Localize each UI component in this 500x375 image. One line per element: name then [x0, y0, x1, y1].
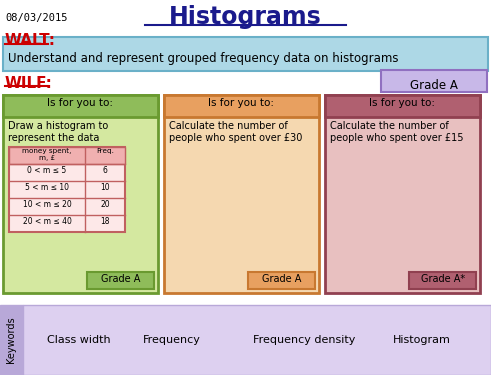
FancyBboxPatch shape: [325, 95, 480, 293]
Text: Grade A: Grade A: [262, 274, 302, 284]
Text: WALT:: WALT:: [5, 33, 56, 48]
Text: 10: 10: [100, 183, 110, 192]
FancyBboxPatch shape: [381, 70, 487, 92]
Text: Keywords: Keywords: [6, 316, 16, 363]
Text: Histogram: Histogram: [393, 335, 451, 345]
Text: Frequency: Frequency: [143, 335, 201, 345]
Text: 5 < m ≤ 10: 5 < m ≤ 10: [25, 183, 69, 192]
FancyBboxPatch shape: [0, 305, 22, 375]
FancyBboxPatch shape: [3, 95, 158, 117]
Text: Freq.: Freq.: [96, 148, 114, 154]
Text: Histograms: Histograms: [169, 5, 322, 29]
Text: Calculate the number of
people who spent over £15: Calculate the number of people who spent…: [330, 121, 464, 142]
FancyBboxPatch shape: [88, 272, 154, 289]
Text: Grade A: Grade A: [410, 79, 458, 92]
Text: Frequency density: Frequency density: [253, 335, 356, 345]
FancyBboxPatch shape: [325, 95, 480, 117]
Text: Is for you to:: Is for you to:: [208, 98, 274, 108]
FancyBboxPatch shape: [164, 95, 319, 117]
Text: Draw a histogram to
represent the data: Draw a histogram to represent the data: [8, 121, 108, 142]
Text: 0 < m ≤ 5: 0 < m ≤ 5: [28, 166, 66, 175]
Text: Is for you to:: Is for you to:: [48, 98, 114, 108]
Text: 08/03/2015: 08/03/2015: [5, 13, 68, 23]
FancyBboxPatch shape: [22, 305, 491, 375]
FancyBboxPatch shape: [9, 147, 124, 232]
FancyBboxPatch shape: [248, 272, 315, 289]
Text: 10 < m ≤ 20: 10 < m ≤ 20: [22, 200, 72, 209]
FancyBboxPatch shape: [9, 147, 124, 164]
Text: 6: 6: [102, 166, 108, 175]
Text: money spent,
m, £: money spent, m, £: [22, 148, 72, 161]
Text: WILF:: WILF:: [5, 76, 53, 91]
FancyBboxPatch shape: [410, 272, 476, 289]
Text: Is for you to:: Is for you to:: [370, 98, 436, 108]
Text: Understand and represent grouped frequency data on histograms: Understand and represent grouped frequen…: [8, 52, 398, 65]
FancyBboxPatch shape: [3, 37, 488, 71]
Text: 20: 20: [100, 200, 110, 209]
Text: 20 < m ≤ 40: 20 < m ≤ 40: [22, 217, 72, 226]
FancyBboxPatch shape: [3, 95, 158, 293]
FancyBboxPatch shape: [164, 95, 319, 293]
Text: Calculate the number of
people who spent over £30: Calculate the number of people who spent…: [169, 121, 302, 142]
Text: Grade A: Grade A: [101, 274, 140, 284]
Text: 18: 18: [100, 217, 110, 226]
Text: Grade A*: Grade A*: [420, 274, 465, 284]
Text: Class width: Class width: [46, 335, 110, 345]
